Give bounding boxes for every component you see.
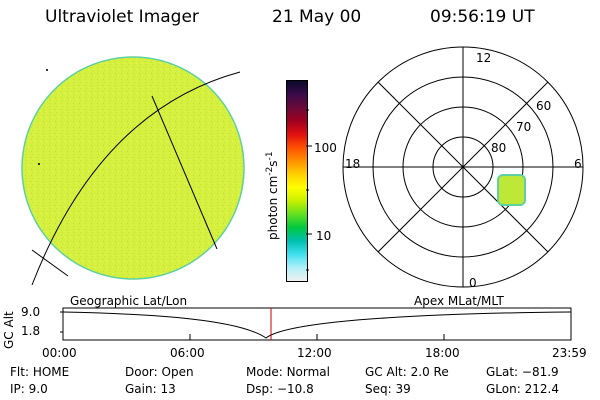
mode-status: Mode: Normal	[246, 365, 330, 379]
altitude-curve	[62, 311, 572, 339]
time-tick-2359: 23:59	[552, 346, 587, 360]
time-label: 09:56:19 UT	[430, 7, 535, 27]
time-tick-1200: 12:00	[297, 346, 332, 360]
ip-status: IP: 9.0	[10, 382, 48, 396]
dot-marker	[38, 163, 40, 165]
strip-ylabel: GC Alt	[2, 311, 16, 349]
seq-status: Seq: 39	[365, 382, 411, 396]
colorbar-tick-100: 100	[314, 141, 337, 155]
glat-status: GLat: −81.9	[486, 365, 559, 379]
apex-label: Apex MLat/MLT	[414, 294, 504, 308]
polar-plot[interactable]: 12 18 6 0 60 70 80	[340, 44, 590, 294]
mlt-label-18: 18	[345, 157, 360, 171]
auroral-patch	[497, 174, 526, 206]
mlt-label-0: 0	[469, 276, 477, 290]
instrument-title: Ultraviolet Imager	[45, 7, 199, 27]
gcalt-status: GC Alt: 2.0 Re	[365, 365, 449, 379]
mlt-label-12: 12	[476, 51, 491, 65]
door-status: Door: Open	[125, 365, 194, 379]
time-tick-0000: 00:00	[42, 346, 77, 360]
altitude-strip[interactable]	[60, 306, 574, 346]
colorbar-ticks	[306, 109, 312, 271]
earth-disk	[21, 56, 245, 280]
latitude-line	[31, 249, 69, 277]
colorbar	[286, 80, 308, 282]
lat-label-80: 80	[491, 141, 506, 155]
time-tick-1800: 18:00	[425, 346, 460, 360]
geographic-label: Geographic Lat/Lon	[70, 294, 188, 308]
strip-ytick-1-8: 1.8	[21, 324, 41, 338]
geographic-image[interactable]	[0, 30, 260, 300]
mlt-label-6: 6	[574, 157, 582, 171]
date-label: 21 May 00	[272, 7, 362, 27]
dsp-status: Dsp: −10.8	[246, 382, 314, 396]
strip-ytick-9: 9.0	[21, 305, 41, 319]
meridian-line	[151, 95, 218, 250]
lat-label-70: 70	[516, 120, 531, 134]
lat-label-60: 60	[536, 99, 551, 113]
colorbar-unit: photon cm-2s-1	[265, 151, 280, 240]
gain-status: Gain: 13	[125, 382, 176, 396]
dot-marker	[46, 69, 48, 71]
colorbar-tick-10: 10	[316, 229, 332, 243]
terminator-arc	[31, 71, 241, 286]
time-tick-0600: 06:00	[170, 346, 205, 360]
flt-status: Flt: HOME	[10, 365, 70, 379]
glon-status: GLon: 212.4	[486, 382, 559, 396]
